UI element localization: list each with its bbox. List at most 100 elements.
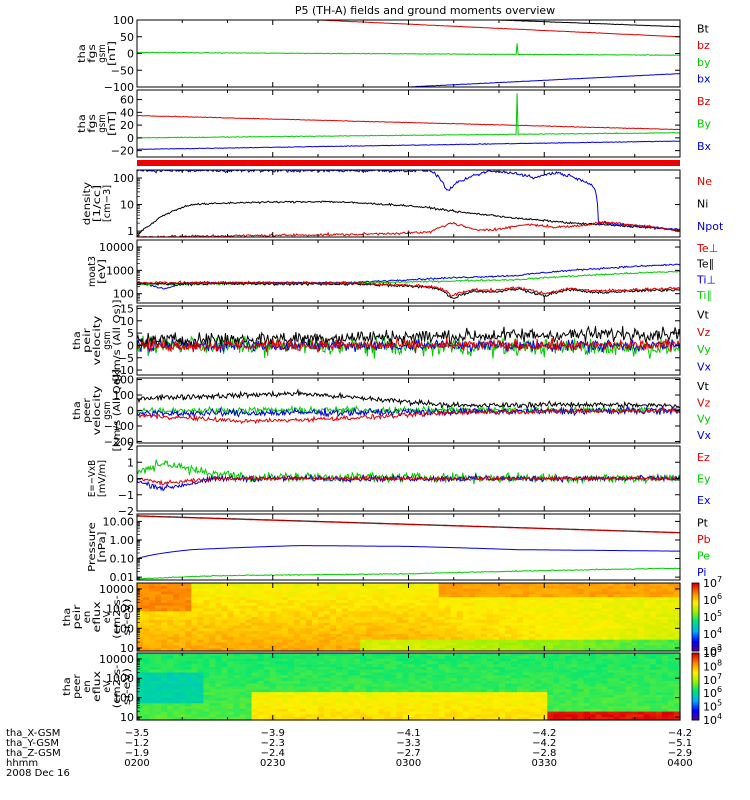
spectrogram-cell (565, 700, 572, 704)
spectrogram-cell (553, 689, 560, 693)
spectrogram-cell (468, 605, 476, 610)
spectrogram-cell (414, 711, 422, 715)
spectrogram-cell (179, 597, 186, 601)
spectrogram-cell (408, 600, 416, 604)
spectrogram-cell (330, 694, 337, 699)
spectrogram-cell (438, 664, 446, 668)
spectrogram-cell (366, 602, 373, 607)
spectrogram-cell (468, 634, 476, 638)
spectrogram-cell (233, 703, 241, 707)
legend-entry: Vz (697, 396, 711, 409)
spectrogram-cell (499, 642, 506, 646)
spectrogram-cell (583, 594, 591, 598)
spectrogram-cell (619, 588, 627, 593)
spectrogram-cell (179, 639, 186, 644)
spectrogram-cell (511, 642, 518, 646)
spectrogram-cell (643, 631, 651, 635)
spectrogram-cell (571, 664, 578, 668)
y-tick-label: 1000 (106, 672, 134, 685)
spectrogram-cell (161, 602, 168, 607)
spectrogram-cell (336, 634, 343, 638)
spectrogram-cell (541, 617, 548, 621)
spectrogram-cell (251, 583, 259, 587)
spectrogram-cell (390, 628, 397, 632)
spectrogram-cell (269, 608, 277, 612)
spectrogram-cell (565, 622, 572, 627)
y-tick-label: −20 (111, 145, 134, 158)
spectrogram-cell (456, 706, 464, 710)
y-axis-label-line: velocity (92, 386, 103, 436)
spectrogram-cell (293, 619, 301, 624)
spectrogram-cell (149, 678, 156, 682)
spectrogram-cell (372, 645, 379, 649)
spectrogram-cell (625, 700, 633, 704)
spectrogram-cell (149, 611, 156, 615)
spectrogram-cell (221, 636, 229, 641)
spectrogram-cell (366, 683, 373, 688)
spectrogram-cell (293, 611, 301, 615)
spectrogram-cell (643, 628, 651, 632)
spectrogram-cell (143, 655, 150, 660)
spectrogram-cell (251, 614, 259, 618)
spectrogram-cell (414, 642, 422, 646)
spectrogram-cell (571, 697, 578, 702)
spectrogram-cell (137, 597, 144, 601)
spectrogram-cell (414, 661, 422, 665)
spectrogram-cell (269, 636, 277, 641)
spectrogram-cell (517, 683, 524, 688)
spectrogram-cell (438, 636, 446, 641)
spectrogram-cell (414, 648, 422, 652)
spectrogram-cell (438, 703, 446, 707)
spectrogram-cell (601, 631, 609, 635)
spectrogram-cell (318, 617, 325, 621)
spectrogram-cell (595, 658, 603, 662)
spectrogram-cell (444, 617, 452, 621)
spectrogram-cell (432, 680, 440, 685)
spectrogram-cell (185, 658, 192, 662)
spectrogram-cell (149, 703, 156, 707)
spectrogram-cell (674, 628, 681, 632)
spectrogram-cell (215, 672, 222, 676)
spectrogram-cell (137, 675, 144, 679)
spectrogram-cell (155, 692, 162, 696)
spectrogram-cell (378, 717, 385, 721)
spectrogram-cell (450, 692, 458, 696)
spectrogram-cell (167, 694, 174, 699)
spectrogram-cell (263, 585, 271, 590)
spectrogram-cell (336, 714, 343, 718)
spectrogram-cell (571, 686, 578, 690)
spectrogram-cell (239, 689, 247, 693)
spectrogram-cell (589, 672, 597, 676)
spectrogram-cell (215, 711, 222, 715)
spectrogram-cell (281, 594, 289, 598)
spectrogram-cell (511, 608, 518, 612)
spectrogram-cell (462, 634, 470, 638)
spectrogram-cell (221, 631, 229, 635)
spectrogram-cell (565, 680, 572, 685)
spectrogram-cell (444, 672, 452, 676)
spectrogram-cell (281, 678, 289, 682)
spectrogram-cell (227, 708, 235, 713)
spectrogram-cell (263, 692, 271, 696)
spectrogram-cell (547, 686, 554, 690)
spectrogram-cell (607, 622, 615, 627)
spectrogram-cell (655, 669, 663, 674)
spectrogram-cell (499, 611, 506, 615)
y-axis-label-line: fgs (87, 114, 98, 133)
spectrogram-cell (577, 700, 584, 704)
spectrogram-cell (366, 689, 373, 693)
spectrogram-cell (456, 678, 464, 682)
spectrogram-cell (625, 686, 633, 690)
colorbar-cell (692, 610, 699, 613)
spectrogram-cell (287, 645, 295, 649)
spectrogram-cell (384, 653, 391, 657)
spectrogram-cell (245, 594, 253, 598)
spectrogram-cell (583, 708, 591, 713)
spectrogram-cell (432, 664, 440, 668)
spectrogram-cell (143, 697, 150, 702)
spectrogram-cell (348, 683, 355, 688)
spectrogram-cell (637, 622, 645, 627)
spectrogram-cell (571, 658, 578, 662)
spectrogram-cell (305, 591, 313, 595)
spectrogram-cell (432, 703, 440, 707)
